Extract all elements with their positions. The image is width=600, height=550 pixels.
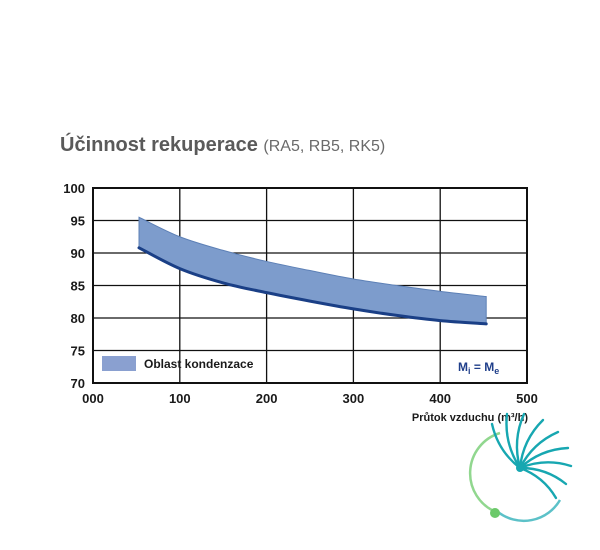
plot-frame bbox=[92, 187, 528, 384]
x-tick-label: 000 bbox=[82, 391, 104, 406]
x-tick-label: 200 bbox=[256, 391, 278, 406]
efficiency-line bbox=[137, 246, 488, 326]
logo-center bbox=[516, 464, 524, 472]
y-tick-label: 80 bbox=[71, 311, 85, 326]
y-tick-label: 75 bbox=[71, 344, 85, 359]
legend-swatch bbox=[102, 356, 136, 371]
logo-ray bbox=[518, 430, 560, 470]
logo-arc bbox=[468, 431, 501, 514]
y-tick-label: 90 bbox=[71, 246, 85, 261]
x-axis-label: Průtok vzduchu (m³/h) bbox=[412, 412, 528, 424]
y-tick-label: 70 bbox=[71, 376, 85, 391]
logo-ray bbox=[518, 461, 573, 470]
logo-arc bbox=[497, 499, 562, 523]
x-axis-ticks: 000 100 200 300 400 500 bbox=[82, 391, 538, 406]
logo-ray bbox=[518, 418, 545, 470]
x-tick-label: 400 bbox=[429, 391, 451, 406]
logo-ray bbox=[490, 422, 522, 470]
x-tick-label: 100 bbox=[169, 391, 191, 406]
legend: Oblast kondenzace bbox=[102, 356, 254, 371]
legend-label: Oblast kondenzace bbox=[144, 357, 254, 371]
y-tick-label: 85 bbox=[71, 279, 85, 294]
y-axis-ticks: 70 75 80 85 90 95 100 bbox=[63, 181, 85, 391]
chart-plot bbox=[137, 216, 488, 326]
chart-title-sub: (RA5, RB5, RK5) bbox=[263, 138, 386, 155]
logo-ray bbox=[518, 466, 568, 486]
equation-annotation: Mi = Me bbox=[458, 360, 499, 376]
logo-dot bbox=[490, 508, 500, 518]
logo-ray bbox=[505, 412, 522, 470]
y-tick-label: 100 bbox=[63, 181, 85, 196]
logo-ray bbox=[518, 446, 570, 470]
condensation-band bbox=[138, 216, 487, 325]
chart-title: Účinnost rekuperace (RA5, RB5, RK5) bbox=[60, 134, 385, 157]
brand-logo bbox=[468, 412, 573, 523]
y-tick-label: 95 bbox=[71, 214, 85, 229]
x-tick-label: 300 bbox=[343, 391, 365, 406]
logo-ray bbox=[515, 412, 526, 470]
logo-ray bbox=[518, 466, 558, 500]
x-tick-label: 500 bbox=[516, 391, 538, 406]
chart-title-main: Účinnost rekuperace bbox=[60, 134, 258, 156]
